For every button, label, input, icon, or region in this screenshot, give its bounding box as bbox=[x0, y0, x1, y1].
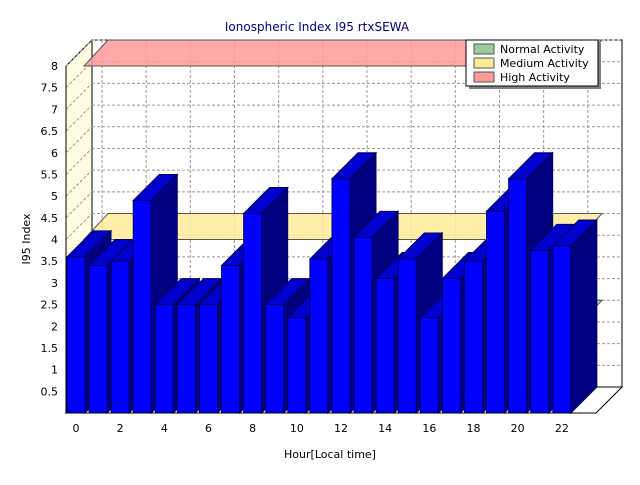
legend-medium-activity-swatch bbox=[473, 57, 495, 69]
bar bbox=[176, 304, 196, 414]
bar bbox=[110, 260, 130, 414]
y-gridline bbox=[65, 126, 93, 154]
bar bbox=[221, 265, 241, 414]
bar bbox=[441, 278, 461, 414]
legend-normal-activity-label: Normal Activity bbox=[500, 43, 585, 56]
y-tick-label: 1.5 bbox=[41, 342, 59, 355]
bar bbox=[66, 256, 86, 414]
legend-normal-activity-swatch bbox=[473, 43, 495, 55]
bar bbox=[508, 178, 528, 414]
y-tick-label: 7 bbox=[51, 103, 58, 116]
x-tick-label: 0 bbox=[73, 422, 80, 435]
y-gridline bbox=[65, 104, 93, 132]
y-axis-title: I95 Index bbox=[20, 213, 33, 265]
y-tick-label: 5 bbox=[51, 190, 58, 203]
bar bbox=[265, 304, 285, 414]
x-tick-label: 8 bbox=[249, 422, 256, 435]
y-gridline bbox=[65, 191, 93, 219]
bar bbox=[154, 304, 174, 414]
bar bbox=[419, 317, 439, 414]
legend-high-activity-swatch bbox=[473, 71, 495, 83]
y-tick-label: 5.5 bbox=[41, 168, 59, 181]
y-tick-label: 6.5 bbox=[41, 125, 59, 138]
bar bbox=[552, 245, 572, 414]
y-tick-label: 4.5 bbox=[41, 212, 59, 225]
x-tick-label: 4 bbox=[161, 422, 168, 435]
bar bbox=[331, 178, 351, 414]
bar bbox=[309, 258, 329, 414]
x-tick-label: 20 bbox=[511, 422, 525, 435]
bar bbox=[530, 249, 550, 414]
y-gridline bbox=[65, 213, 93, 240]
chart-title: Ionospheric Index I95 rtxSEWA bbox=[225, 20, 410, 34]
y-gridline bbox=[65, 39, 93, 67]
x-tick-label: 18 bbox=[467, 422, 481, 435]
y-tick-label: 0.5 bbox=[41, 385, 59, 398]
bar bbox=[243, 212, 263, 414]
x-tick-label: 6 bbox=[205, 422, 212, 435]
bar bbox=[486, 210, 506, 414]
y-tick-label: 1 bbox=[51, 364, 58, 377]
legend-medium-activity-label: Medium Activity bbox=[500, 57, 589, 70]
y-gridline bbox=[65, 83, 93, 110]
x-axis-title: Hour[Local time] bbox=[284, 448, 376, 461]
y-tick-label: 3.5 bbox=[41, 255, 59, 268]
bar bbox=[287, 317, 307, 414]
x-tick-label: 10 bbox=[290, 422, 304, 435]
x-tick-label: 22 bbox=[555, 422, 569, 435]
legend-high-activity-label: High Activity bbox=[500, 71, 570, 84]
y-tick-label: 2.5 bbox=[41, 299, 59, 312]
y-gridline bbox=[65, 169, 93, 197]
y-tick-label: 2 bbox=[51, 320, 58, 333]
y-tick-label: 3 bbox=[51, 277, 58, 290]
y-tick-label: 8 bbox=[51, 60, 58, 73]
x-tick-label: 2 bbox=[117, 422, 124, 435]
bar bbox=[88, 265, 108, 414]
x-tick-label: 16 bbox=[422, 422, 436, 435]
bar bbox=[199, 304, 218, 414]
bar bbox=[397, 258, 417, 414]
x-tick-label: 12 bbox=[334, 422, 348, 435]
y-tick-label: 4 bbox=[51, 234, 58, 247]
bar bbox=[464, 260, 483, 414]
bar-side bbox=[570, 218, 598, 415]
y-tick-label: 6 bbox=[51, 147, 58, 160]
y-tick-label: 7.5 bbox=[41, 82, 59, 95]
bar bbox=[132, 199, 152, 414]
bar bbox=[375, 278, 395, 414]
bar bbox=[353, 236, 373, 414]
y-gridline bbox=[65, 148, 93, 175]
x-tick-label: 14 bbox=[378, 422, 392, 435]
